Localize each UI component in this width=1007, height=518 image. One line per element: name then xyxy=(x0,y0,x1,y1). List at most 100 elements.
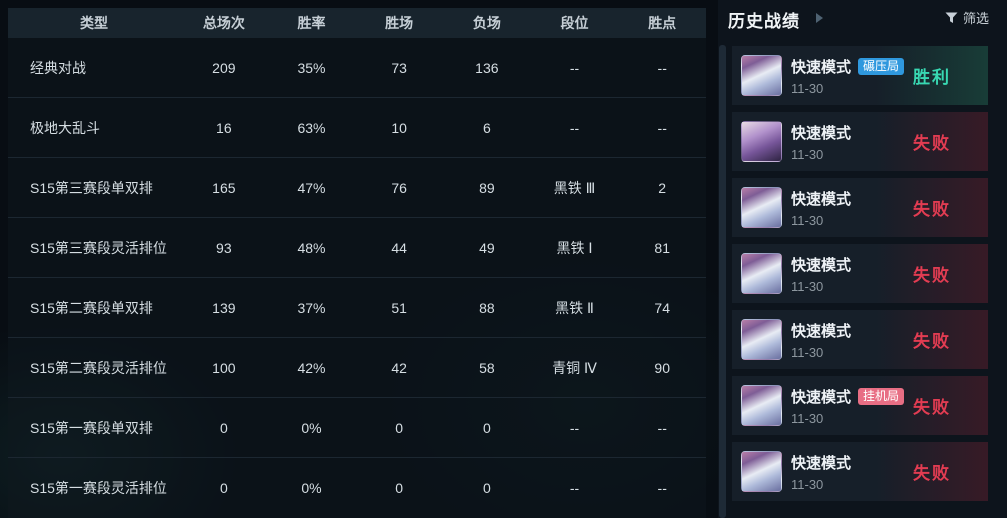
cell-wins: 73 xyxy=(391,59,407,76)
funnel-icon xyxy=(945,12,958,23)
match-mode: 快速模式 xyxy=(791,454,852,472)
cell-wins: 44 xyxy=(391,239,407,256)
champion-avatar xyxy=(741,121,782,162)
cell-rank: 黑铁 Ⅲ xyxy=(553,179,596,196)
champion-avatar xyxy=(741,55,782,96)
cell-rank: -- xyxy=(569,480,580,496)
cell-wins: 0 xyxy=(395,480,404,496)
cell-losses: 88 xyxy=(479,299,495,316)
history-title: 历史战绩 xyxy=(728,12,800,31)
match-info: 快速模式 11-30 xyxy=(791,254,851,294)
cell-total: 209 xyxy=(212,59,236,76)
table-row: S15第二赛段单双排 139 37% 51 88 黑铁 Ⅱ 74 xyxy=(8,278,706,338)
table-row: S15第一赛段灵活排位 0 0% 0 0 -- -- xyxy=(8,458,706,518)
cell-type: S15第二赛段单双排 xyxy=(30,299,153,316)
cell-rate: 63% xyxy=(297,119,326,136)
champion-avatar xyxy=(741,319,782,360)
cell-losses: 89 xyxy=(479,179,495,196)
match-date: 11-30 xyxy=(791,410,824,426)
cell-rate: 37% xyxy=(297,299,326,316)
cell-rate: 47% xyxy=(297,179,326,196)
champion-avatar xyxy=(741,187,782,228)
match-item[interactable]: 快速模式 碾压局 11-30 胜利 xyxy=(732,46,988,105)
match-item[interactable]: 快速模式 11-30 失败 xyxy=(732,244,988,303)
cell-wins: 76 xyxy=(391,179,407,196)
header-wins: 胜场 xyxy=(385,15,414,31)
match-result: 胜利 xyxy=(876,46,988,105)
cell-losses: 6 xyxy=(482,119,491,136)
cell-lp: 2 xyxy=(658,179,667,196)
match-date: 11-30 xyxy=(791,80,824,96)
champion-avatar xyxy=(741,253,782,294)
cell-lp: -- xyxy=(657,480,667,496)
match-mode: 快速模式 xyxy=(791,256,852,274)
cell-rank: 黑铁 Ⅱ xyxy=(555,299,594,316)
match-info: 快速模式 11-30 xyxy=(791,188,851,228)
match-result: 失败 xyxy=(876,178,988,237)
cell-total: 100 xyxy=(212,359,236,376)
table-row: S15第三赛段单双排 165 47% 76 89 黑铁 Ⅲ 2 xyxy=(8,158,706,218)
cell-lp: -- xyxy=(657,59,667,76)
match-mode: 快速模式 xyxy=(791,388,852,406)
cell-lp: 74 xyxy=(654,299,670,316)
table-row: S15第一赛段单双排 0 0% 0 0 -- -- xyxy=(8,398,706,458)
stats-table-header: 类型 总场次 胜率 胜场 负场 段位 胜点 xyxy=(8,8,706,38)
filter-button[interactable]: 筛选 xyxy=(945,8,989,27)
match-item[interactable]: 快速模式 11-30 失败 xyxy=(732,112,988,171)
match-item[interactable]: 快速模式 11-30 失败 xyxy=(732,310,988,369)
cell-type: S15第一赛段单双排 xyxy=(30,419,153,436)
header-type: 类型 xyxy=(80,15,108,31)
match-item[interactable]: 快速模式 11-30 失败 xyxy=(732,178,988,237)
header-lp: 胜点 xyxy=(648,15,677,31)
match-item[interactable]: 快速模式 11-30 失败 xyxy=(732,442,988,501)
history-scrollbar[interactable] xyxy=(719,45,726,518)
cell-losses: 136 xyxy=(475,59,499,76)
cell-type: 极地大乱斗 xyxy=(30,119,100,136)
cell-rate: 0% xyxy=(301,419,322,436)
match-info: 快速模式 碾压局 11-30 xyxy=(791,56,905,96)
match-result: 失败 xyxy=(876,376,988,435)
table-row: 经典对战 209 35% 73 136 -- -- xyxy=(8,38,706,98)
history-header: 历史战绩 筛选 xyxy=(718,0,1007,40)
cell-lp: 81 xyxy=(654,239,670,256)
match-item[interactable]: 快速模式 挂机局 11-30 失败 xyxy=(732,376,988,435)
filter-label: 筛选 xyxy=(962,11,989,26)
cell-lp: 90 xyxy=(654,359,670,376)
cell-type: S15第三赛段灵活排位 xyxy=(30,239,167,256)
cell-lp: -- xyxy=(657,419,667,436)
match-mode: 快速模式 xyxy=(791,58,852,76)
cell-rank: -- xyxy=(569,419,580,436)
chevron-right-icon[interactable] xyxy=(816,13,823,23)
cell-wins: 51 xyxy=(391,299,407,316)
match-result: 失败 xyxy=(876,244,988,303)
match-history-panel: 历史战绩 筛选 快速模式 碾压局 11-30 胜利 xyxy=(718,0,1007,518)
cell-rate: 0% xyxy=(301,480,322,496)
cell-type: S15第三赛段单双排 xyxy=(30,179,153,196)
match-result: 失败 xyxy=(876,442,988,501)
match-list: 快速模式 碾压局 11-30 胜利 快速模式 11-30 失败 快速模式 xyxy=(732,46,988,508)
match-info: 快速模式 11-30 xyxy=(791,320,851,360)
cell-total: 0 xyxy=(219,480,228,496)
afk-badge: 挂机局 xyxy=(858,387,905,405)
cell-type: S15第一赛段灵活排位 xyxy=(30,480,167,496)
cell-rank: -- xyxy=(569,59,580,76)
cell-total: 16 xyxy=(216,119,232,136)
table-row: S15第三赛段灵活排位 93 48% 44 49 黑铁 Ⅰ 81 xyxy=(8,218,706,278)
cell-rate: 42% xyxy=(297,359,326,376)
cell-rate: 35% xyxy=(297,59,326,76)
match-date: 11-30 xyxy=(791,146,824,162)
stats-table: 类型 总场次 胜率 胜场 负场 段位 胜点 经典对战 209 35% 73 13… xyxy=(8,8,706,518)
cell-total: 139 xyxy=(212,299,236,316)
header-rank: 段位 xyxy=(560,15,589,31)
stomp-badge: 碾压局 xyxy=(858,57,905,75)
cell-lp: -- xyxy=(657,119,667,136)
cell-wins: 10 xyxy=(391,119,407,136)
cell-losses: 0 xyxy=(482,480,491,496)
match-mode: 快速模式 xyxy=(791,322,852,340)
cell-wins: 0 xyxy=(395,419,404,436)
header-losses: 负场 xyxy=(472,15,501,31)
cell-wins: 42 xyxy=(391,359,407,376)
match-info: 快速模式 11-30 xyxy=(791,452,851,492)
champion-avatar xyxy=(741,385,782,426)
cell-type: 经典对战 xyxy=(30,59,86,76)
